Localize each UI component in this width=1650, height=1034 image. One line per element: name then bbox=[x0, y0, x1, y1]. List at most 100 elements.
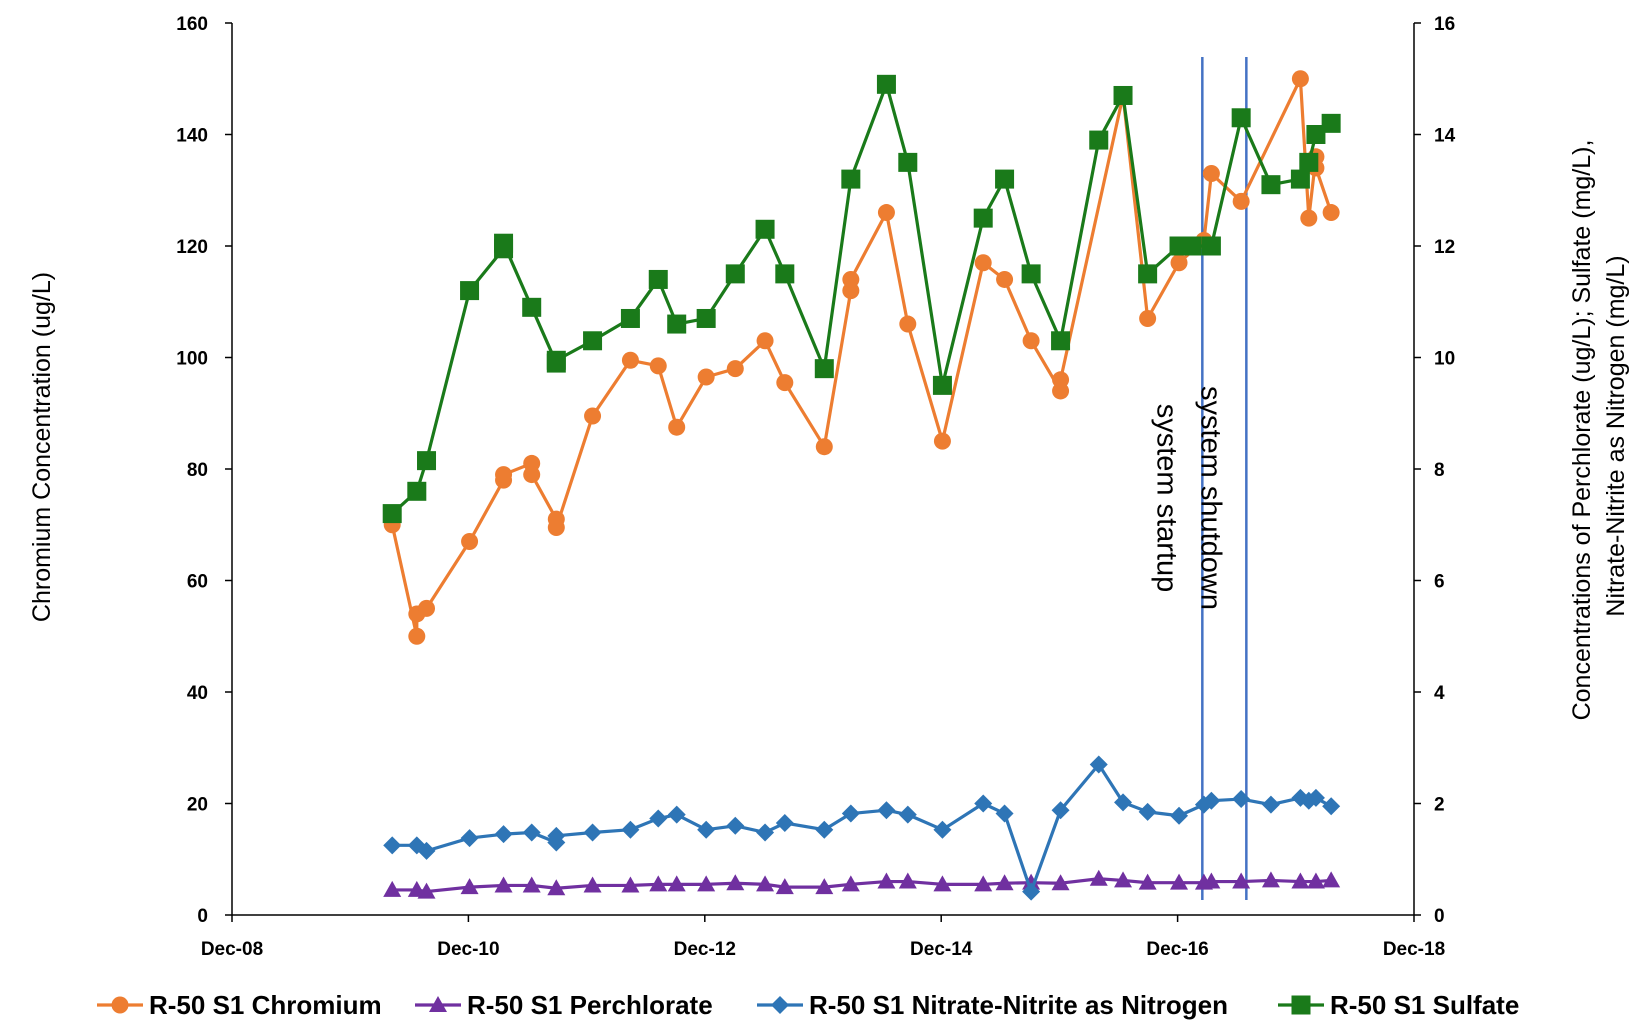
data-point bbox=[383, 880, 402, 897]
legend-label: R-50 S1 Chromium bbox=[149, 990, 382, 1020]
data-point bbox=[726, 874, 745, 891]
data-point bbox=[696, 308, 716, 328]
data-point bbox=[697, 820, 716, 839]
data-point bbox=[417, 451, 437, 471]
data-point bbox=[876, 74, 896, 94]
data-point bbox=[649, 357, 667, 375]
data-point bbox=[649, 809, 668, 828]
data-point bbox=[383, 836, 402, 855]
x-tick-label: Dec-10 bbox=[437, 939, 499, 960]
data-point bbox=[1170, 254, 1188, 272]
data-point bbox=[898, 152, 918, 172]
y-axis-right-title-line1: Concentrations of Perchlorate (ug/L); Su… bbox=[1568, 140, 1596, 721]
data-point bbox=[418, 599, 436, 617]
data-point bbox=[996, 270, 1014, 288]
data-point bbox=[1232, 872, 1251, 889]
data-point bbox=[771, 996, 789, 1014]
data-point bbox=[621, 876, 640, 893]
data-point bbox=[1306, 788, 1325, 807]
legend-label: R-50 S1 Perchlorate bbox=[467, 990, 713, 1020]
data-point bbox=[1052, 371, 1070, 389]
data-point bbox=[547, 879, 566, 896]
x-tick-label: Dec-12 bbox=[674, 939, 736, 960]
data-point bbox=[1022, 882, 1041, 901]
x-tick-label: Dec-14 bbox=[910, 939, 973, 960]
data-point bbox=[877, 872, 896, 889]
data-point bbox=[648, 269, 668, 289]
data-point bbox=[898, 872, 917, 889]
data-point bbox=[494, 825, 513, 844]
data-point bbox=[583, 331, 603, 351]
annotation-label: system startup bbox=[1150, 404, 1182, 593]
y-left-tick-label: 0 bbox=[197, 906, 208, 927]
series-r-50-s1-perchlorate bbox=[383, 869, 1341, 899]
data-point bbox=[522, 297, 542, 317]
data-point bbox=[1322, 871, 1341, 888]
data-point bbox=[1290, 169, 1310, 189]
data-point bbox=[494, 233, 514, 253]
data-point bbox=[417, 882, 436, 899]
data-point bbox=[667, 875, 686, 892]
data-point bbox=[877, 204, 895, 222]
data-point bbox=[111, 996, 129, 1014]
data-point bbox=[933, 875, 952, 892]
data-point bbox=[775, 878, 794, 895]
legend: R-50 S1 Chromium R-50 S1 Perchlorate R-50 … bbox=[97, 990, 1519, 1020]
data-point bbox=[460, 829, 479, 848]
data-point bbox=[1299, 152, 1319, 172]
data-point bbox=[523, 466, 541, 484]
data-point bbox=[1232, 192, 1250, 210]
data-point bbox=[1170, 806, 1189, 825]
data-point bbox=[495, 466, 513, 484]
y-right-tick-label: 14 bbox=[1434, 126, 1456, 147]
data-point bbox=[898, 805, 917, 824]
data-point bbox=[1261, 795, 1280, 814]
data-point bbox=[649, 875, 668, 892]
y-axis-right-title-line2: Nitrate-Nitrite as Nitrogen (mg/L) bbox=[1602, 255, 1630, 616]
series-r-50-s1-chromium bbox=[383, 70, 1340, 645]
data-point bbox=[974, 875, 993, 892]
data-point bbox=[1051, 801, 1070, 820]
y-axis-left-title: Chromium Concentration (ug/L) bbox=[28, 272, 56, 622]
y-right-tick-label: 16 bbox=[1434, 14, 1455, 35]
data-point bbox=[1051, 331, 1071, 351]
data-point bbox=[1291, 70, 1309, 88]
data-point bbox=[756, 332, 774, 350]
data-point bbox=[1089, 869, 1108, 886]
data-point bbox=[995, 874, 1014, 891]
data-point bbox=[775, 814, 794, 833]
data-point bbox=[841, 169, 861, 189]
data-point bbox=[1089, 755, 1108, 774]
data-point bbox=[1170, 873, 1189, 890]
data-point bbox=[546, 350, 566, 370]
data-point bbox=[621, 351, 639, 369]
data-point bbox=[815, 820, 834, 839]
data-point bbox=[776, 374, 794, 392]
y-right-tick-label: 2 bbox=[1434, 795, 1445, 816]
data-point bbox=[1138, 264, 1158, 284]
data-point bbox=[973, 208, 993, 228]
data-point bbox=[726, 360, 744, 378]
y-left-tick-label: 160 bbox=[176, 14, 208, 35]
data-point bbox=[1089, 130, 1109, 150]
data-point bbox=[756, 823, 775, 842]
annotation-label: system shutdown bbox=[1194, 386, 1226, 610]
data-point bbox=[1051, 874, 1070, 891]
data-point bbox=[621, 820, 640, 839]
data-point bbox=[775, 264, 795, 284]
data-point bbox=[667, 314, 687, 334]
data-point bbox=[697, 368, 715, 386]
data-point bbox=[1138, 802, 1157, 821]
data-point bbox=[460, 281, 480, 301]
data-point bbox=[1114, 871, 1133, 888]
legend-label: R-50 S1 Sulfate bbox=[1330, 990, 1519, 1020]
data-point bbox=[1022, 332, 1040, 350]
data-point bbox=[583, 876, 602, 893]
data-point bbox=[697, 875, 716, 892]
data-point bbox=[899, 315, 917, 333]
x-tick-label: Dec-18 bbox=[1383, 939, 1445, 960]
data-point bbox=[583, 823, 602, 842]
data-point bbox=[547, 519, 565, 537]
data-point bbox=[755, 219, 775, 239]
data-point bbox=[1300, 209, 1318, 227]
